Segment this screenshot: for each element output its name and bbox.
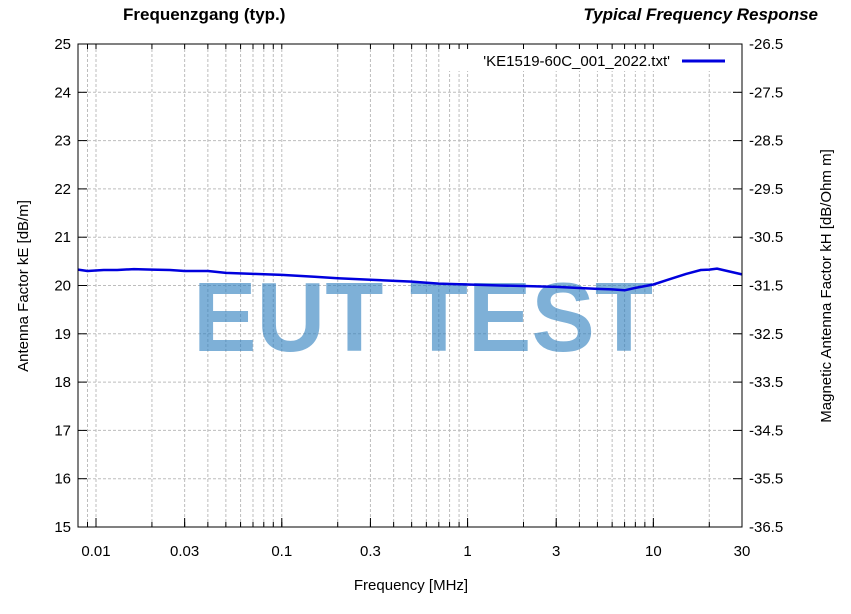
x-tick-label: 0.03 (170, 543, 199, 560)
legend: 'KE1519-60C_001_2022.txt' (446, 49, 734, 71)
y2-tick-label: -27.5 (749, 84, 783, 101)
x-axis-label: Frequency [MHz] (354, 577, 468, 594)
series-layer (77, 267, 743, 292)
y-tick-label: 25 (54, 36, 71, 53)
x-tick-label: 0.01 (81, 543, 110, 560)
x-tick-label: 1 (463, 543, 471, 560)
x-tick-label: 30 (734, 543, 751, 560)
watermark: EUT TEST (193, 262, 653, 372)
legend-label: 'KE1519-60C_001_2022.txt' (483, 53, 670, 70)
y2-tick-label: -26.5 (749, 36, 783, 53)
tick-labels: 0.01 0.03 0.1 0.3 1 3 10 30 15 16 17 18 19 20 21 22 23 24… (54, 36, 783, 560)
y-tick-label: 24 (54, 84, 71, 101)
y2-axis-label: Magnetic Antenna Factor kH [dB/Ohm m] (818, 149, 835, 422)
legend-background (446, 49, 734, 71)
x-tick-label: 0.1 (271, 543, 292, 560)
y2-tick-label: -29.5 (749, 181, 783, 198)
y2-tick-label: -35.5 (749, 471, 783, 488)
y-tick-label: 22 (54, 181, 71, 198)
y-tick-label: 19 (54, 326, 71, 343)
y-tick-label: 23 (54, 133, 71, 150)
y-axis-label: Antenna Factor kE [dB/m] (15, 200, 32, 372)
tick-marks (78, 43, 743, 528)
x-tick-label: 10 (645, 543, 662, 560)
y-tick-label: 16 (54, 471, 71, 488)
y2-tick-label: -30.5 (749, 229, 783, 246)
x-tick-label: 0.3 (360, 543, 381, 560)
y2-tick-label: -32.5 (749, 326, 783, 343)
y-tick-label: 21 (54, 229, 71, 246)
y-tick-label: 15 (54, 519, 71, 536)
y2-tick-label: -34.5 (749, 422, 783, 439)
chart-title-german: Frequenzgang (typ.) (123, 5, 286, 24)
y2-tick-label: -31.5 (749, 278, 783, 295)
y-tick-label: 20 (54, 278, 71, 295)
series-line (77, 267, 743, 292)
chart-title-english: Typical Frequency Response (583, 5, 818, 24)
x-tick-label: 3 (552, 543, 560, 560)
y-tick-label: 17 (54, 422, 71, 439)
y-tick-label: 18 (54, 374, 71, 391)
y2-tick-label: -36.5 (749, 519, 783, 536)
y2-tick-label: -28.5 (749, 133, 783, 150)
y2-tick-label: -33.5 (749, 374, 783, 391)
